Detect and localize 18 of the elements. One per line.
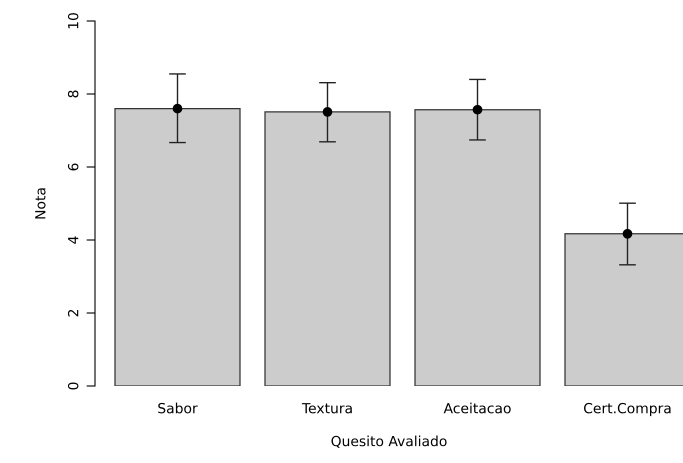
x-tick-label: Textura xyxy=(302,403,352,414)
y-tick-label: 6 xyxy=(68,163,78,170)
x-axis-title: Quesito Avaliado xyxy=(331,436,447,448)
point xyxy=(622,228,632,239)
point xyxy=(322,107,332,117)
point xyxy=(172,104,182,114)
y-axis-title: Nota xyxy=(35,188,46,219)
bar xyxy=(264,111,391,386)
y-tick-label: 8 xyxy=(68,90,78,98)
y-tick-label: 4 xyxy=(68,236,78,244)
point xyxy=(472,104,482,115)
y-tick-label: 0 xyxy=(68,382,78,390)
y-tick-label: 10 xyxy=(68,13,78,28)
x-tick-label: Aceitacao xyxy=(444,402,511,414)
x-tick-label: Sabor xyxy=(158,402,198,414)
y-tick-label: 2 xyxy=(68,310,78,316)
x-tick-label: Cert.Compra xyxy=(584,402,671,416)
bar xyxy=(114,108,241,386)
